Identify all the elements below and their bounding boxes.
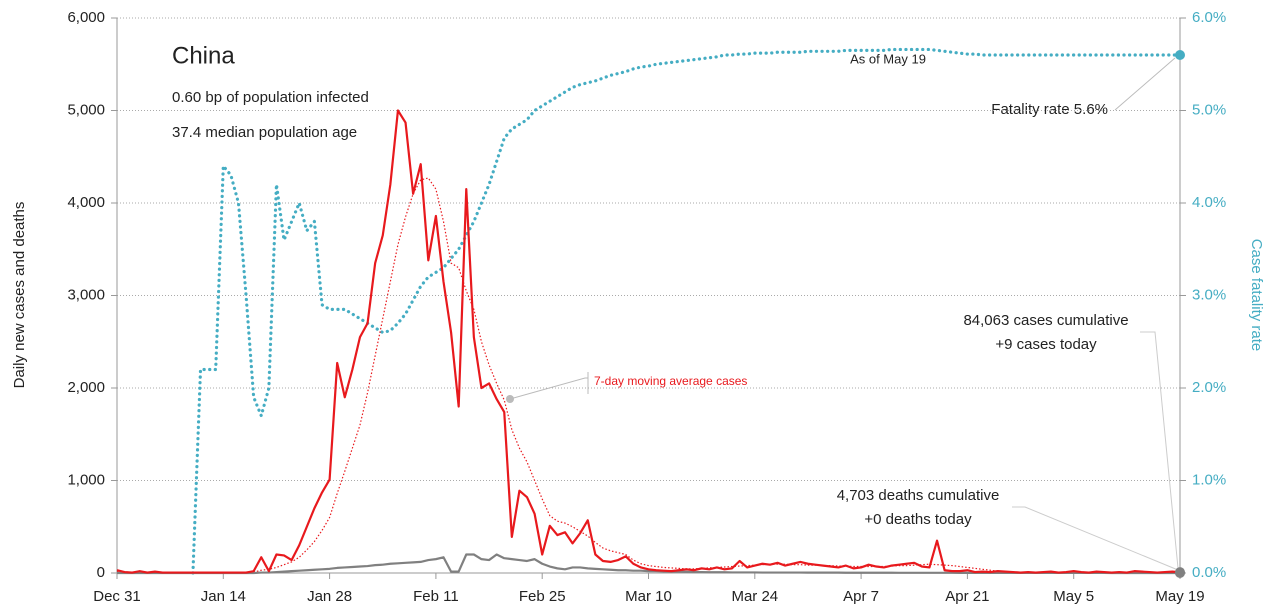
y-tick-label: 3,000 (67, 286, 105, 303)
y2-tick-label: 0.0% (1192, 564, 1226, 581)
series-line (117, 553, 1180, 575)
y-tick-label: 0 (97, 564, 105, 581)
series-line (116, 109, 1181, 574)
plot: 0 1,000 2,000 3,000 4,000 5,000 6,000 0.0% 1.0% 2… (67, 9, 1226, 605)
x-tick-label: Jan 14 (201, 588, 246, 605)
annotation: 0.60 bp of population infected (172, 89, 369, 106)
y-tick-label: 2,000 (67, 379, 105, 396)
x-tick-label: May 5 (1053, 588, 1094, 605)
x-tick-label: May 19 (1155, 588, 1204, 605)
annotation: 7-day moving average cases (594, 374, 747, 388)
x-tick-label: Mar 24 (731, 588, 778, 605)
series-line (191, 47, 1182, 575)
leader-dot (506, 395, 514, 403)
leader-line (1114, 57, 1176, 111)
leader-line (1140, 331, 1179, 569)
x-tick-label: Mar 10 (625, 588, 672, 605)
y2-tick-label: 1.0% (1192, 471, 1226, 488)
leader-line (1012, 506, 1179, 571)
y2-tick-label: 5.0% (1192, 101, 1226, 118)
y2-tick-label: 6.0% (1192, 9, 1226, 26)
annotation: +0 deaths today (864, 511, 972, 528)
y-tick-label: 6,000 (67, 9, 105, 26)
y2-tick-label: 2.0% (1192, 379, 1226, 396)
y-tick-label: 4,000 (67, 194, 105, 211)
chart-title: China (172, 42, 235, 69)
annotation: 84,063 cases cumulative (963, 312, 1128, 329)
x-tick-label: Feb 11 (413, 588, 459, 605)
x-tick-label: Apr 21 (945, 588, 989, 605)
x-tick-label: Apr 7 (843, 588, 879, 605)
y2-axis-label: Case fatality rate (1248, 239, 1265, 352)
annotation: 37.4 median population age (172, 124, 357, 141)
y2-tick-label: 3.0% (1192, 286, 1226, 303)
y-tick-label: 1,000 (67, 471, 105, 488)
x-tick-label: Feb 25 (519, 588, 566, 605)
leader-line (509, 377, 588, 400)
x-tick-label: Jan 28 (307, 588, 352, 605)
annotation: +9 cases today (995, 336, 1097, 353)
annotation: 4,703 deaths cumulative (837, 487, 1000, 504)
y2-tick-label: 4.0% (1192, 194, 1226, 211)
annotation: As of May 19 (850, 51, 926, 66)
end-dot (1175, 50, 1185, 60)
y-tick-label: 5,000 (67, 101, 105, 118)
y-axis-label: Daily new cases and deaths (11, 202, 28, 389)
x-tick-label: Dec 31 (93, 588, 141, 605)
annotation: Fatality rate 5.6% (991, 101, 1108, 118)
end-dot (1175, 568, 1185, 578)
